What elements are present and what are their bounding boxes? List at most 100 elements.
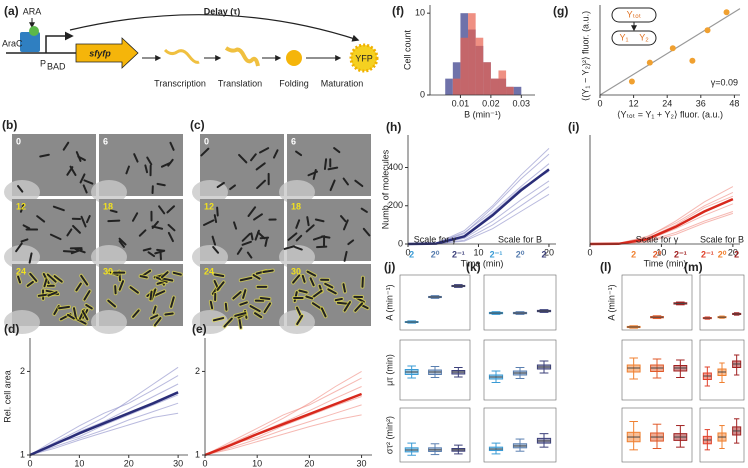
panel-label: (d): [4, 322, 19, 336]
bacterium: [343, 301, 351, 312]
bacterium: [161, 277, 174, 282]
bacterium: [321, 235, 331, 239]
row-frame: [699, 274, 745, 331]
bacterium: [172, 271, 182, 276]
bacterium: [29, 272, 38, 282]
bacterium: [216, 281, 225, 291]
frame-glare: [192, 245, 228, 269]
bacterium: [149, 290, 153, 301]
row-frame: [483, 339, 557, 401]
bacterium: [307, 170, 319, 177]
x-tick-label: 0: [597, 98, 602, 108]
panel-label: (i): [568, 120, 579, 134]
bacterium: [213, 273, 225, 278]
bacterium: [125, 165, 130, 175]
bacterium: [232, 291, 242, 300]
bacterium: [256, 179, 267, 190]
bacterium: [15, 242, 23, 253]
bacterium: [295, 150, 303, 157]
inset-total: Yₜₒₜ: [627, 9, 642, 19]
row-frame: [621, 339, 693, 401]
bacterium: [306, 216, 310, 227]
bacterium: [236, 247, 243, 255]
trace-line: [29, 412, 179, 456]
bacterium: [327, 166, 339, 171]
bacterium: [129, 286, 139, 294]
bacterium: [164, 312, 174, 316]
x-tick-label: 0.01: [452, 98, 470, 108]
category-label: 2: [631, 249, 636, 259]
frame-time: 18: [291, 201, 301, 211]
panel-label: (f): [392, 4, 404, 18]
point: [628, 78, 635, 85]
y-axis-label: Cell count: [402, 29, 412, 70]
bacterium: [58, 305, 71, 310]
bacterium: [167, 158, 174, 167]
bacterium: [66, 166, 74, 176]
panel-label: (m): [684, 260, 703, 274]
x-tick-label: 30: [173, 458, 183, 468]
frame-glare: [91, 310, 127, 334]
micrograph-frame: 24: [4, 264, 96, 334]
histogram-bar: [506, 86, 514, 95]
y-tick-label: 200: [388, 200, 403, 210]
bacterium: [354, 179, 364, 188]
bacterium: [301, 274, 306, 283]
bacterium: [156, 182, 166, 187]
bacterium: [339, 215, 347, 223]
bacterium: [354, 302, 364, 312]
category-label: 2⁰: [516, 249, 525, 259]
micrograph-frame: 30: [279, 264, 371, 334]
y-axis-label: ⟨(Y₁ − Y₂)²⟩ fluor. (a.u.): [580, 11, 590, 101]
bacterium: [239, 301, 248, 306]
y-tick-label: 1: [20, 449, 25, 459]
delay-label: Delay (τ): [204, 6, 241, 16]
y-tick-label: 2: [195, 366, 200, 376]
header: Scale for γ: [414, 234, 457, 244]
bacterium: [62, 141, 70, 151]
y-axis-label: Numb. of molecules: [380, 149, 390, 229]
x-axis-label: B (min⁻¹): [464, 109, 501, 119]
micrograph-frame: 18: [279, 199, 371, 269]
row-frame: [699, 339, 745, 401]
bacterium: [72, 224, 81, 234]
bacterium: [234, 312, 247, 317]
y-axis-label: Rel. cell area: [2, 370, 12, 423]
bacterium: [202, 219, 215, 226]
inset-first: Y₁: [619, 32, 628, 42]
x-tick-label: 20: [124, 458, 134, 468]
bacterium: [151, 225, 164, 230]
arac-protein: [20, 32, 40, 52]
bacterium: [131, 212, 139, 222]
y-tick-label: 10: [415, 8, 425, 18]
bacterium: [258, 147, 270, 154]
histogram-bar: [498, 70, 507, 95]
step-label: Folding: [279, 78, 309, 88]
x-tick-label: 24: [662, 98, 672, 108]
promoter-arrow: [45, 31, 74, 53]
frame-time: 30: [103, 266, 113, 276]
bacterium: [306, 270, 317, 277]
x-tick-label: 0: [27, 458, 32, 468]
bacterium: [255, 162, 266, 171]
point: [689, 57, 696, 64]
histogram-bar: [475, 37, 484, 95]
histogram-bar: [483, 62, 491, 95]
trace-line: [407, 163, 550, 245]
bacterium: [77, 155, 86, 162]
category-label: 2⁰: [431, 249, 440, 259]
x-tick-label: 36: [696, 98, 706, 108]
step-label: Maturation: [321, 78, 364, 88]
bacterium: [166, 205, 176, 214]
bacterium: [216, 181, 225, 189]
x-tick-label: 0: [202, 458, 207, 468]
frame-time: 12: [16, 201, 26, 211]
category-label: 2⁻¹: [701, 249, 714, 259]
header: Scale for γ: [636, 234, 679, 244]
step-label: Translation: [218, 78, 262, 88]
bacterium: [152, 305, 157, 314]
bacterium: [85, 303, 93, 310]
bacterium: [247, 206, 257, 217]
bacterium: [250, 153, 257, 162]
bacterium: [47, 291, 58, 297]
